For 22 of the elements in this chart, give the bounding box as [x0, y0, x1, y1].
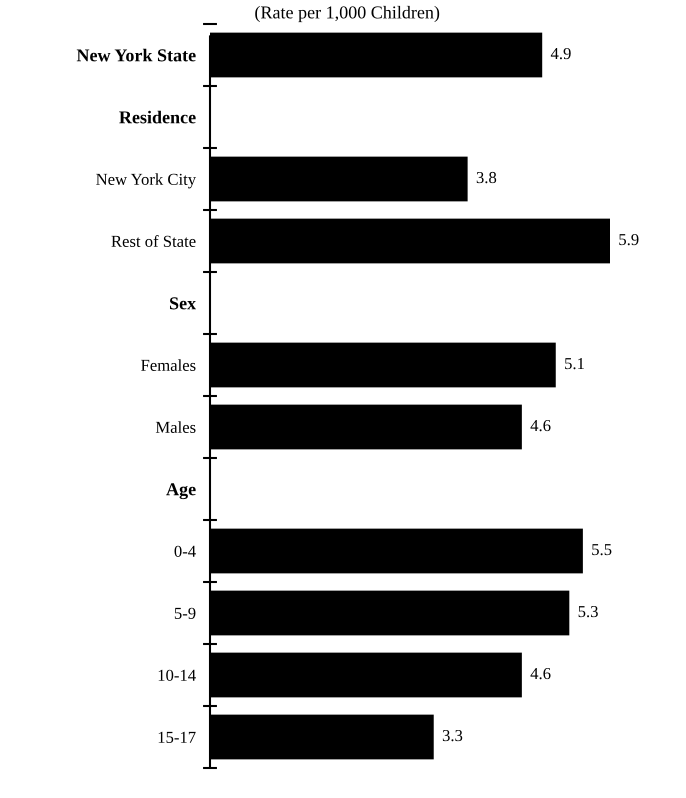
- data-label: 5.1: [565, 358, 584, 370]
- data-label: 3.3: [442, 730, 462, 742]
- data-label: 4.6: [530, 668, 551, 680]
- y-tick-label: Residence: [119, 110, 196, 124]
- chart-subtitle: (Rate per 1,000 Children): [255, 6, 440, 22]
- y-tick-label: Rest of State: [111, 235, 196, 247]
- data-label: 5.9: [619, 234, 638, 246]
- y-tick-label: New York State: [76, 48, 196, 62]
- y-tick-label: Males: [156, 421, 196, 433]
- y-tick-label: 0-4: [174, 546, 196, 557]
- y-tick-label: Age: [166, 483, 196, 500]
- y-tick-label: Females: [141, 359, 196, 371]
- y-tick-label: 5-9: [174, 608, 196, 619]
- data-label: 4.6: [530, 420, 551, 432]
- data-label: 5.3: [578, 606, 598, 618]
- y-tick-label: 10-14: [158, 670, 196, 681]
- y-tick-label: 15-17: [158, 732, 196, 743]
- data-label: 5.5: [592, 544, 612, 556]
- y-tick-label: Sex: [170, 297, 196, 310]
- data-label: 4.9: [550, 48, 571, 60]
- data-label: 3.8: [476, 172, 496, 184]
- y-tick-label: New York City: [96, 173, 196, 188]
